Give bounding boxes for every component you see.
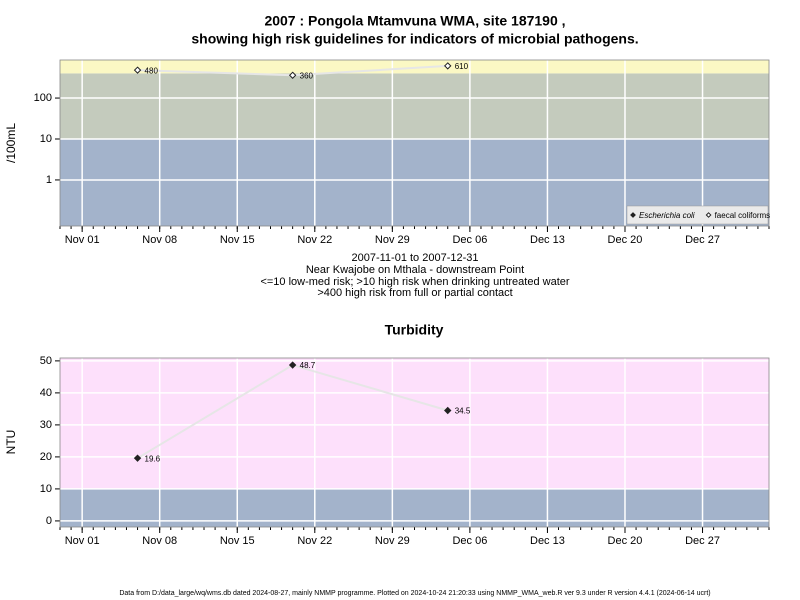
x-tick-label: Dec 20 <box>608 535 643 547</box>
x-tick-label: Nov 29 <box>375 234 410 246</box>
x-tick-label: Dec 06 <box>452 535 487 547</box>
data-label: 48.7 <box>300 361 316 370</box>
note: Near Kwajobe on Mthala - downstream Poin… <box>306 264 524 276</box>
x-tick-label: Nov 15 <box>220 535 255 547</box>
legend-label: faecal coliforms <box>715 211 771 220</box>
plot-frame <box>59 59 770 227</box>
y-tick-label: 1 <box>46 174 52 186</box>
x-tick-label: Dec 20 <box>608 234 643 246</box>
x-tick-label: Nov 01 <box>65 234 100 246</box>
y-tick-label: 40 <box>40 387 52 399</box>
chart-subtitle: showing high risk guidelines for indicat… <box>191 31 638 47</box>
data-label: 610 <box>455 62 469 71</box>
x-tick-label: Nov 01 <box>65 535 100 547</box>
data-point <box>133 66 142 74</box>
x-tick-label: Nov 08 <box>142 535 177 547</box>
data-point <box>288 71 297 79</box>
x-tick-label: Dec 27 <box>685 535 720 547</box>
data-label: 480 <box>145 66 159 75</box>
y-tick-label: 10 <box>40 483 52 495</box>
footer: Data from D:/data_large/wq/wms.db dated … <box>119 590 710 597</box>
y-tick-label: 100 <box>34 92 52 104</box>
plot-frame <box>59 357 770 528</box>
data-point <box>288 361 297 369</box>
y-tick-label: 50 <box>40 355 52 367</box>
risk-band <box>60 358 769 489</box>
data-label: 19.6 <box>145 454 161 463</box>
chart-title: Turbidity <box>385 322 444 338</box>
y-axis-label: /100mL <box>4 123 18 163</box>
y-tick-label: 0 <box>46 515 52 527</box>
x-tick-label: Dec 27 <box>685 234 720 246</box>
x-tick-label: Nov 22 <box>297 234 332 246</box>
y-tick-label: 20 <box>40 451 52 463</box>
risk-band <box>60 73 769 139</box>
data-point <box>133 454 142 462</box>
note: 2007-11-01 to 2007-12-31 <box>351 252 478 264</box>
data-label: 360 <box>300 71 314 80</box>
data-point <box>444 62 452 70</box>
legend-label: Escherichia coli <box>639 211 695 220</box>
x-tick-label: Dec 13 <box>530 535 565 547</box>
x-tick-label: Dec 06 <box>452 234 487 246</box>
data-label: 34.5 <box>455 407 471 416</box>
legend-marker <box>705 212 712 218</box>
legend-marker <box>630 212 636 218</box>
legend-box <box>626 205 769 225</box>
note: >400 high risk from full or partial cont… <box>317 287 512 299</box>
x-tick-label: Nov 29 <box>375 535 410 547</box>
data-point <box>444 406 452 415</box>
x-tick-label: Dec 13 <box>530 234 565 246</box>
x-tick-label: Nov 15 <box>220 234 255 246</box>
chart-title: 2007 : Pongola Mtamvuna WMA, site 187190… <box>264 13 565 29</box>
x-tick-label: Nov 22 <box>297 535 332 547</box>
y-tick-label: 30 <box>40 419 52 431</box>
y-axis-label: NTU <box>4 430 18 455</box>
y-tick-label: 10 <box>40 133 52 145</box>
x-tick-label: Nov 08 <box>142 234 177 246</box>
note: <=10 low-med risk; >10 high risk when dr… <box>260 276 569 288</box>
